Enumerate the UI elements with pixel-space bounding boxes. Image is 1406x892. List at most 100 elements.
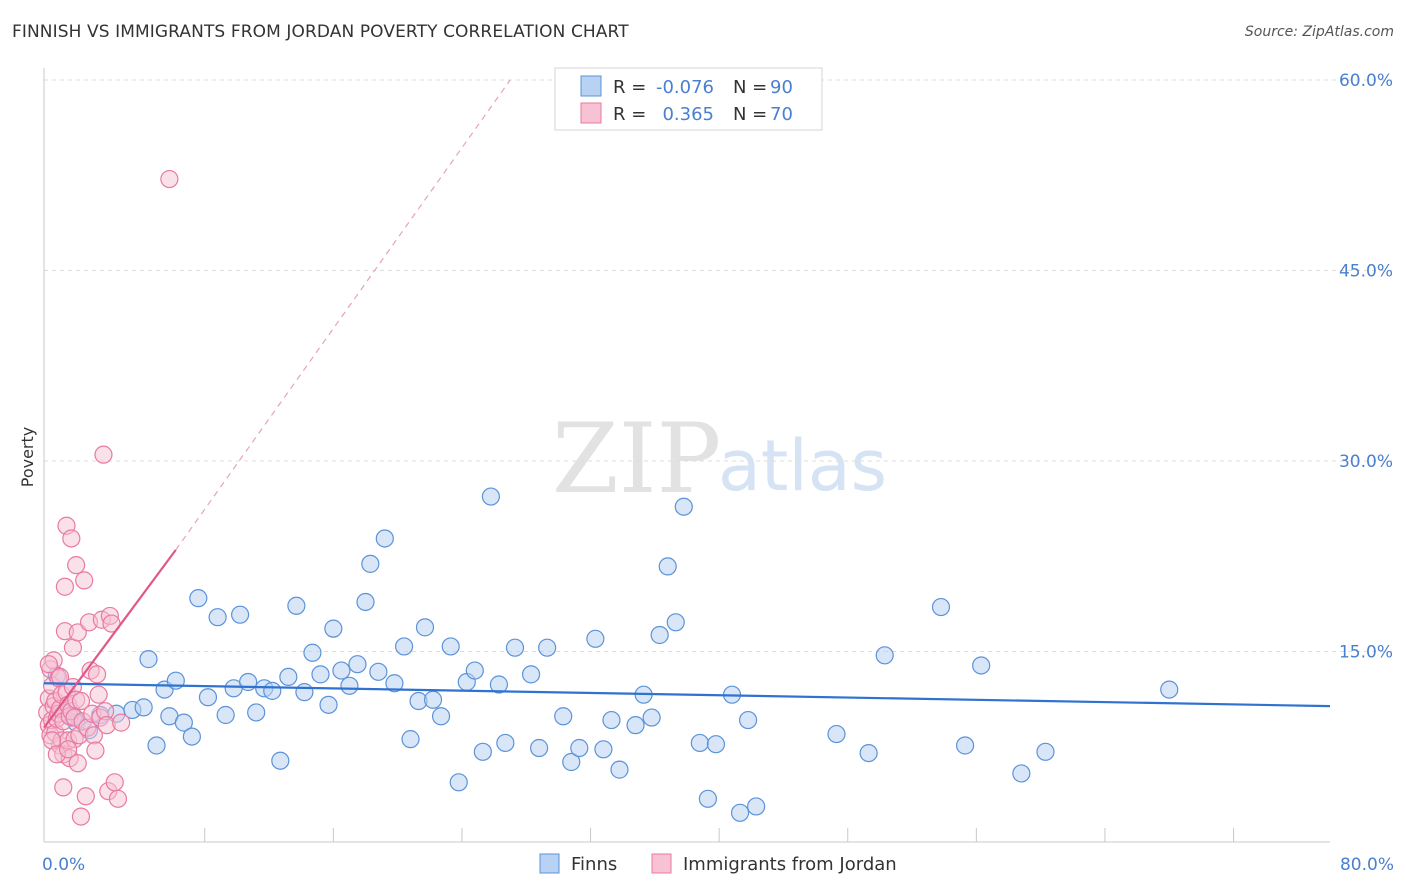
jordan-point — [67, 556, 86, 575]
finns-point — [247, 703, 266, 722]
jordan-point — [59, 740, 78, 759]
bottom-legend-jordan: Immigrants from Jordan — [683, 854, 897, 875]
finns-point — [538, 638, 557, 657]
finns-point — [139, 650, 158, 669]
finns-point — [481, 487, 500, 506]
bottom-legend-finns: Finns — [571, 854, 617, 875]
finns-point — [340, 676, 359, 695]
finns-point — [698, 789, 717, 808]
y-tick-label-60: 60.0% — [1339, 71, 1393, 91]
jordan-point — [63, 638, 83, 657]
watermark-zip: ZIP — [552, 403, 721, 515]
bottom-legend-swatch-jordan — [651, 853, 672, 874]
x-tick-label-end: 80.0% — [1340, 855, 1394, 875]
jordan-point — [87, 665, 107, 684]
finns-point — [602, 710, 621, 730]
jordan-point — [55, 577, 74, 596]
finns-point — [626, 716, 645, 735]
finns-point — [496, 733, 515, 753]
legend-r-label-finns: R = — [613, 77, 646, 98]
finns-point — [147, 736, 166, 755]
finns-point — [570, 738, 589, 758]
jordan-point — [68, 623, 87, 642]
jordan-point — [105, 773, 124, 792]
finns-point — [1160, 680, 1179, 699]
jordan-point — [112, 713, 131, 732]
finns-point — [231, 605, 250, 624]
legend-swatch-finns — [580, 75, 602, 97]
finns-point — [319, 695, 338, 714]
finns-point — [134, 698, 153, 717]
finns-point — [473, 742, 492, 761]
finns-point — [311, 665, 330, 684]
jordan-point — [71, 807, 91, 826]
finns-series — [47, 487, 1179, 822]
finns-point — [375, 529, 394, 548]
finns-point — [361, 554, 380, 573]
jordan-point — [89, 685, 108, 704]
finns-point — [562, 752, 581, 772]
finns-point — [263, 681, 282, 700]
finns-point — [642, 708, 661, 727]
finns-point — [1012, 764, 1031, 783]
chart-title: FINNISH VS IMMIGRANTS FROM JORDAN POVERT… — [12, 22, 629, 42]
y-tick-label-45: 45.0% — [1339, 262, 1393, 282]
finns-point — [332, 661, 351, 680]
finns-point — [586, 629, 605, 648]
jordan-point — [160, 169, 179, 189]
finns-point — [324, 619, 343, 638]
gridlines — [44, 79, 1394, 652]
source-label: Source: ZipAtlas.com — [1244, 24, 1394, 40]
y-axis-label: Poverty — [18, 427, 37, 488]
finns-point — [489, 675, 509, 694]
finns-point — [931, 597, 951, 617]
finns-point — [738, 710, 758, 730]
finns-point — [348, 655, 367, 674]
finns-point — [827, 724, 846, 744]
finns-point — [521, 665, 541, 684]
finns-point — [505, 638, 525, 657]
finns-point — [554, 707, 573, 726]
finns-point — [690, 733, 709, 753]
finns-point — [394, 637, 414, 656]
legend-r-value-finns: -0.076 — [656, 77, 714, 98]
finns-point — [356, 592, 375, 612]
y-tick-label-15: 15.0% — [1339, 643, 1393, 663]
jordan-series — [38, 169, 179, 826]
jordan-point — [108, 789, 128, 808]
finns-point — [875, 646, 894, 665]
finns-point — [706, 735, 726, 754]
bottom-legend: Finns Immigrants from Jordan — [539, 853, 897, 875]
finns-point — [385, 674, 404, 693]
finns-point — [1036, 742, 1055, 761]
bottom-legend-swatch-finns — [539, 853, 560, 874]
finns-point — [431, 707, 451, 726]
finns-point — [295, 683, 314, 702]
finns-point — [658, 557, 677, 576]
jordan-point — [62, 529, 81, 548]
jordan-point — [71, 691, 91, 711]
finns-point — [730, 803, 750, 822]
finns-point — [189, 589, 208, 608]
y-tick-labels: 15.0% 30.0% 45.0% 60.0% — [1339, 71, 1393, 663]
finns-point — [859, 743, 878, 763]
finns-point — [216, 705, 235, 725]
legend-r-label-jordan: R = — [613, 104, 646, 125]
legend-n-value-finns: 90 — [770, 77, 793, 98]
finns-point — [174, 713, 193, 732]
finns-point — [666, 613, 685, 632]
legend-n-label-jordan: N = — [733, 104, 767, 125]
legend-r-value-jordan: 0.365 — [662, 104, 714, 125]
finns-point — [401, 730, 420, 749]
jordan-point — [75, 571, 94, 590]
jordan-point — [50, 667, 70, 687]
finns-trend-line — [43, 682, 1331, 708]
legend-swatch-jordan — [580, 102, 602, 124]
finns-point — [303, 643, 322, 662]
finns-point — [441, 637, 460, 656]
y-tick-label-30: 30.0% — [1339, 452, 1393, 472]
legend-n-label-finns: N = — [733, 77, 767, 98]
jordan-trend-extension — [175, 79, 511, 551]
x-ticks — [204, 828, 1235, 842]
finns-point — [287, 596, 306, 615]
